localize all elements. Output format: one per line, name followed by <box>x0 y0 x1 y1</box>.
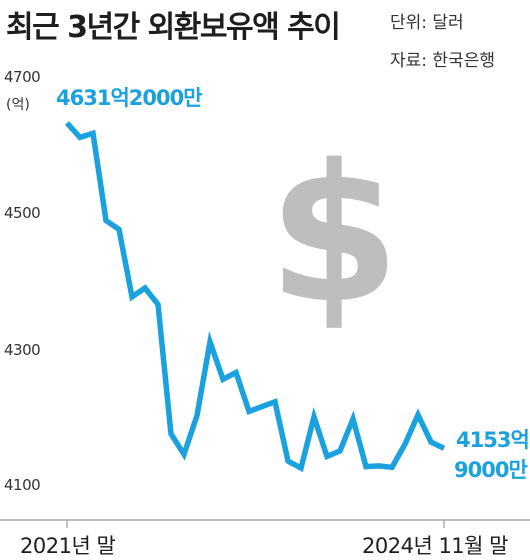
y-tick-4300: 4300 <box>4 341 41 359</box>
x-tick-start: 2021년 말 <box>20 534 116 558</box>
y-tick-4500: 4500 <box>4 204 41 222</box>
y-tick-4100: 4100 <box>4 476 41 494</box>
source-note: 자료: 한국은행 <box>390 51 495 71</box>
callout-end-value-line1: 4153억 <box>456 428 530 452</box>
chart-title: 최근 3년간 외환보유액 추이 <box>6 10 341 45</box>
y-tick-4700: 4700 <box>4 68 41 86</box>
callout-start-value: 4631억2000만 <box>56 86 203 110</box>
callout-end-value-line2: 9000만 <box>454 458 528 482</box>
series-line-reserves <box>64 121 446 473</box>
dollar-sign-icon: $ <box>268 124 400 345</box>
unit-note: 단위: 달러 <box>390 13 464 33</box>
x-tick-end: 2024년 11월 말 <box>362 534 508 558</box>
y-axis-unit: (억) <box>6 97 30 113</box>
